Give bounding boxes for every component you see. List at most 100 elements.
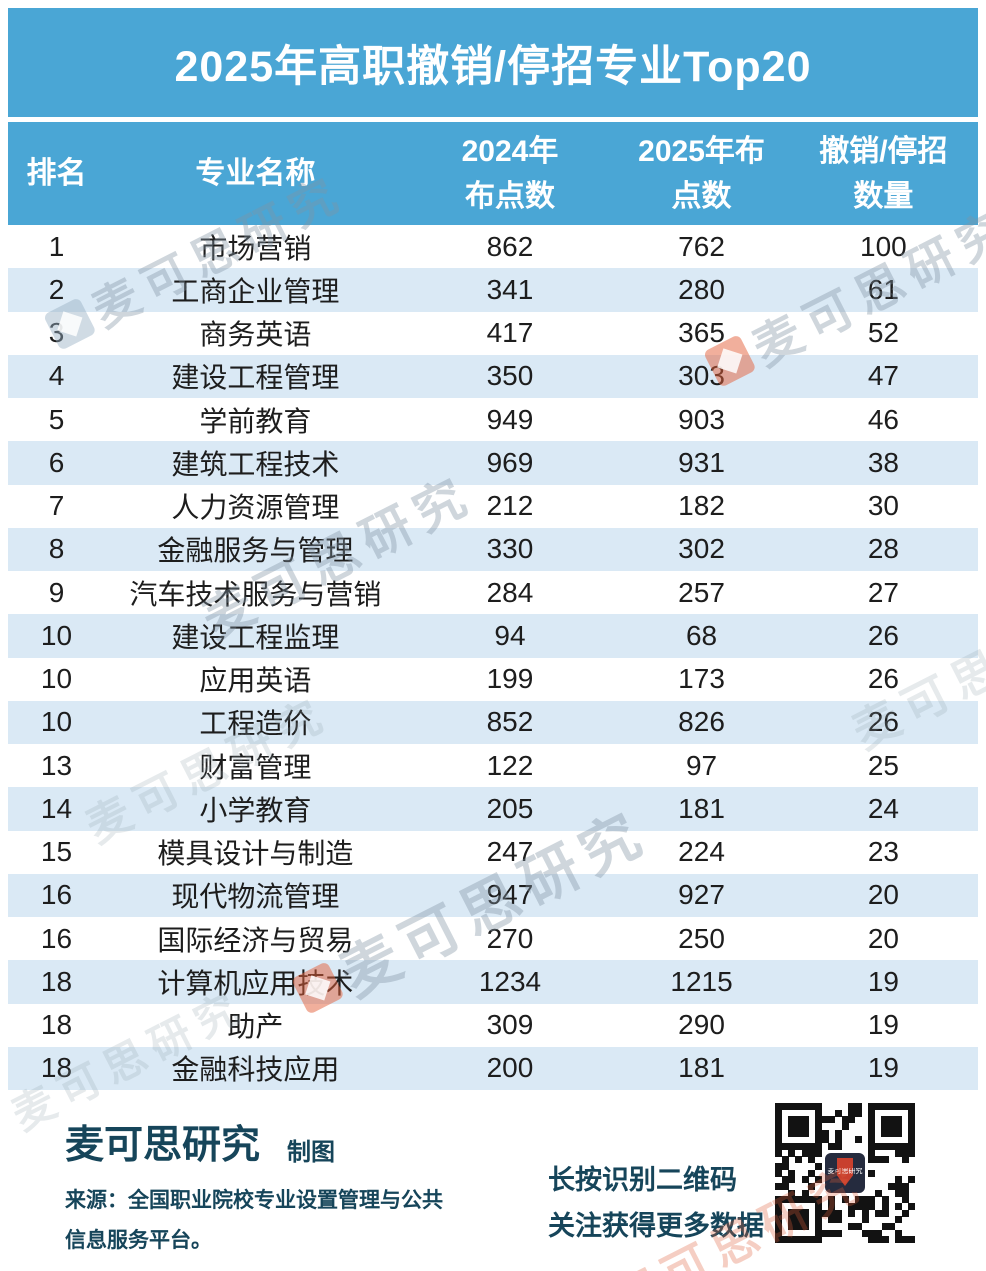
- cell-rank: 18: [40, 1052, 73, 1084]
- cell-y2025: 365: [678, 317, 725, 349]
- table-row: 6 建筑工程技术 969 931 38: [8, 441, 978, 485]
- table-row: 10 建设工程监理 94 68 26: [8, 614, 978, 658]
- cell-y2025: 927: [678, 879, 725, 911]
- table-row: 3 商务英语 417 365 52: [8, 312, 978, 355]
- cell-y2025: 762: [678, 230, 725, 262]
- cell-rank: 10: [40, 706, 73, 738]
- cell-major: 人力资源管理: [171, 492, 340, 524]
- cell-rank: 8: [48, 533, 65, 565]
- cell-y2025: 302: [678, 533, 725, 565]
- cell-rank: 2: [48, 273, 65, 305]
- cell-y2025: 280: [678, 273, 725, 305]
- cell-major: 汽车技术服务与营销: [129, 578, 382, 610]
- cell-y2024: 270: [486, 922, 534, 954]
- cell-major: 模具设计与制造: [157, 838, 354, 870]
- cell-major: 建设工程管理: [171, 362, 340, 394]
- cell-y2025: 97: [685, 749, 718, 781]
- cell-y2024: 212: [486, 490, 534, 522]
- cell-major: 助产: [227, 1011, 284, 1043]
- cell-removed: 24: [867, 792, 899, 824]
- cell-y2025: 290: [678, 1009, 725, 1041]
- cell-removed: 26: [867, 619, 899, 651]
- cell-rank: 6: [48, 446, 65, 478]
- table-row: 7 人力资源管理 212 182 30: [8, 485, 978, 528]
- table-row: 10 应用英语 199 173 26: [8, 658, 978, 701]
- header-2024: 2024年 布点数: [461, 134, 559, 213]
- brand-name: 麦可思研究: [65, 1124, 261, 1167]
- cell-removed: 61: [867, 273, 899, 305]
- brand-suffix: 制图: [287, 1139, 335, 1166]
- cell-y2024: 1234: [478, 965, 542, 997]
- cell-removed: 30: [867, 490, 899, 522]
- cell-rank: 18: [40, 965, 73, 997]
- cell-y2025: 68: [685, 619, 718, 651]
- table-row: 10 工程造价 852 826 26: [8, 700, 978, 744]
- cell-y2025: 224: [678, 836, 725, 868]
- cell-removed: 46: [867, 403, 899, 435]
- cell-y2024: 969: [486, 446, 534, 478]
- qr-finder-icon: [775, 1196, 822, 1243]
- cell-rank: 16: [40, 879, 73, 911]
- table-row: 16 国际经济与贸易 270 250 20: [8, 917, 978, 960]
- cell-removed: 27: [867, 576, 899, 608]
- cell-removed: 25: [867, 749, 899, 781]
- cell-y2025: 181: [678, 792, 725, 824]
- cell-y2024: 205: [486, 792, 534, 824]
- cell-y2024: 94: [494, 619, 526, 651]
- source-line-2: 信息服务平台。: [65, 1229, 212, 1252]
- cell-major: 建筑工程技术: [171, 448, 340, 480]
- cell-removed: 19: [867, 965, 899, 997]
- cell-removed: 20: [867, 879, 899, 911]
- cell-major: 现代物流管理: [171, 881, 340, 913]
- source-line-1: 来源：全国职业院校专业设置管理与公共: [65, 1189, 443, 1212]
- qr-logo-label: 麦可思研究: [827, 1168, 863, 1175]
- table-row: 16 现代物流管理 947 927 20: [8, 873, 978, 917]
- cell-removed: 20: [867, 922, 899, 954]
- cell-major: 商务英语: [199, 319, 312, 351]
- table-row: 13 财富管理 122 97 25: [8, 744, 978, 787]
- cell-y2024: 330: [486, 533, 534, 565]
- cell-y2025: 257: [678, 576, 725, 608]
- pencil-icon: [837, 1158, 853, 1186]
- cell-y2024: 852: [486, 706, 534, 738]
- cell-y2025: 181: [678, 1052, 725, 1084]
- table-row: 18 助产 309 290 19: [8, 1004, 978, 1047]
- cell-y2024: 199: [486, 663, 534, 695]
- table-row: 18 计算机应用技术 1234 1215 19: [8, 960, 978, 1004]
- cell-rank: 7: [48, 490, 65, 522]
- cell-rank: 14: [40, 792, 73, 824]
- cell-major: 学前教育: [199, 405, 312, 437]
- cell-removed: 47: [867, 360, 899, 392]
- header-2025: 2025年布 点数: [638, 134, 765, 213]
- cell-rank: 10: [40, 663, 73, 695]
- brand-logo-icon: 麦可思研究: [823, 1151, 867, 1195]
- cell-y2024: 122: [486, 749, 534, 781]
- cell-y2024: 200: [486, 1052, 534, 1084]
- footer: 麦可思研究 制图 来源：全国职业院校专业设置管理与公共 信息服务平台。 长按识别…: [0, 1090, 986, 1271]
- cell-rank: 10: [40, 619, 73, 651]
- cell-y2025: 173: [678, 663, 725, 695]
- cell-major: 小学教育: [199, 794, 312, 826]
- cell-y2025: 303: [678, 360, 725, 392]
- cell-rank: 18: [40, 1009, 73, 1041]
- cell-y2025: 1215: [670, 965, 733, 997]
- cell-major: 市场营销: [199, 232, 312, 264]
- cell-removed: 19: [867, 1009, 899, 1041]
- cell-y2025: 903: [678, 403, 725, 435]
- cell-y2024: 949: [486, 403, 534, 435]
- qr-code: 麦可思研究: [775, 1103, 916, 1244]
- table-row: 4 建设工程管理 350 303 47: [8, 354, 978, 398]
- cell-y2025: 182: [678, 490, 725, 522]
- cell-y2024: 341: [486, 273, 534, 305]
- cell-rank: 13: [40, 749, 73, 781]
- cell-major: 工程造价: [199, 708, 312, 740]
- cell-major: 应用英语: [199, 665, 312, 697]
- cell-rank: 16: [40, 922, 73, 954]
- cell-major: 工商企业管理: [171, 275, 340, 307]
- table-row: 15 模具设计与制造 247 224 23: [8, 831, 978, 874]
- cell-removed: 26: [867, 706, 899, 738]
- cell-rank: 9: [48, 576, 65, 608]
- qr-finder-icon: [868, 1103, 915, 1150]
- table-row: 1 市场营销 862 762 100: [8, 225, 978, 268]
